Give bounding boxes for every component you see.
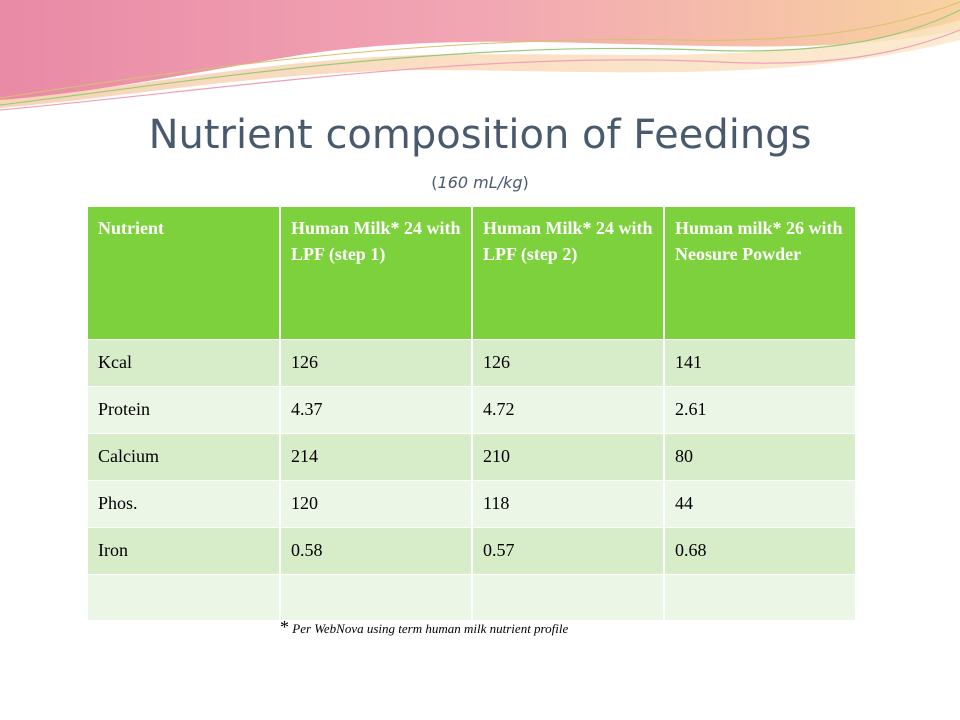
table-row: Phos. 120 118 44 xyxy=(88,479,857,527)
table-cell: 0.58 xyxy=(280,526,473,574)
table-cell: Kcal xyxy=(88,338,281,386)
footnote-asterisk: * xyxy=(280,617,289,637)
header-nutrient: Nutrient xyxy=(88,207,281,339)
decorative-wave-banner xyxy=(0,0,960,111)
table-row: Calcium 214 210 80 xyxy=(88,432,857,480)
table-footnote: * Per WebNova using term human milk nutr… xyxy=(280,617,856,638)
table-cell: Phos. xyxy=(88,479,281,527)
nutrient-table: Nutrient Human Milk* 24 with LPF (step 1… xyxy=(88,207,857,620)
table-footnote-row xyxy=(88,573,857,620)
table-cell: 120 xyxy=(280,479,473,527)
table-cell: 126 xyxy=(280,338,473,386)
table-cell: 0.57 xyxy=(472,526,665,574)
slide-subtitle: (160 mL/kg) xyxy=(431,173,529,192)
table-cell-empty xyxy=(664,573,857,620)
table-cell: 141 xyxy=(664,338,857,386)
table-cell: Iron xyxy=(88,526,281,574)
table-cell: 210 xyxy=(472,432,665,480)
table-cell-empty xyxy=(280,573,473,620)
table-cell: 4.37 xyxy=(280,385,473,433)
header-hm26-neosure: Human milk* 26 with Neosure Powder xyxy=(664,207,857,339)
table-cell-empty xyxy=(88,573,281,620)
table-cell-empty xyxy=(472,573,665,620)
header-hm24-step1: Human Milk* 24 with LPF (step 1) xyxy=(280,207,473,339)
table-row: Kcal 126 126 141 xyxy=(88,338,857,386)
table-cell: 126 xyxy=(472,338,665,386)
table-header-row: Nutrient Human Milk* 24 with LPF (step 1… xyxy=(88,207,857,339)
table-cell: 118 xyxy=(472,479,665,527)
footnote-text: Per WebNova using term human milk nutrie… xyxy=(292,621,569,636)
table-cell: 44 xyxy=(664,479,857,527)
table-cell: 2.61 xyxy=(664,385,857,433)
table-row: Protein 4.37 4.72 2.61 xyxy=(88,385,857,433)
table-cell: Protein xyxy=(88,385,281,433)
table-row: Iron 0.58 0.57 0.68 xyxy=(88,526,857,574)
table-cell: Calcium xyxy=(88,432,281,480)
subtitle-text: 160 mL/kg xyxy=(437,173,523,192)
header-hm24-step2: Human Milk* 24 with LPF (step 2) xyxy=(472,207,665,339)
table-cell: 4.72 xyxy=(472,385,665,433)
slide-title: Nutrient composition of Feedings xyxy=(148,112,812,158)
table-cell: 0.68 xyxy=(664,526,857,574)
table-cell: 214 xyxy=(280,432,473,480)
table-cell: 80 xyxy=(664,432,857,480)
